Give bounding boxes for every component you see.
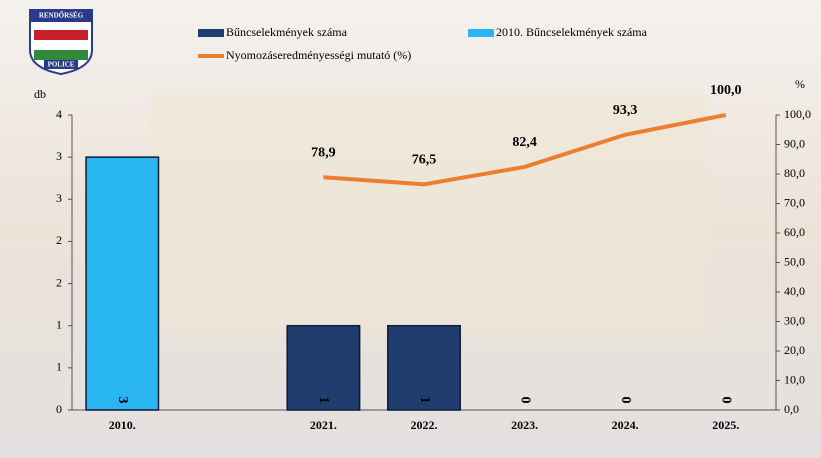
data-label: 1 bbox=[417, 397, 432, 404]
y2-tick-label: 10,0 bbox=[784, 372, 805, 386]
data-label: 76,5 bbox=[412, 153, 437, 168]
logo-text: RENDŐRSÉG bbox=[39, 12, 84, 20]
x-tick-label: 2024. bbox=[612, 418, 639, 432]
data-label: 3 bbox=[115, 397, 130, 404]
x-tick-label: 2021. bbox=[310, 418, 337, 432]
y-tick-label: 0 bbox=[56, 402, 62, 416]
bar bbox=[86, 157, 158, 410]
logo: RENDŐRSÉG POLICE bbox=[30, 10, 92, 74]
y-tick-label: 2 bbox=[56, 275, 62, 289]
x-tick-label: 2022. bbox=[411, 418, 438, 432]
y2-tick-label: 30,0 bbox=[784, 313, 805, 327]
x-tick-label: 2010. bbox=[109, 418, 136, 432]
y2-tick-label: 50,0 bbox=[784, 254, 805, 268]
y-tick-label: 3 bbox=[56, 191, 62, 205]
data-label: 0 bbox=[718, 397, 733, 404]
y-tick-label: 2 bbox=[56, 233, 62, 247]
data-label: 93,3 bbox=[613, 103, 638, 118]
data-label: 1 bbox=[316, 397, 331, 404]
y-tick-label: 3 bbox=[56, 149, 62, 163]
y2-tick-label: 60,0 bbox=[784, 225, 805, 239]
y2-tick-label: 80,0 bbox=[784, 166, 805, 180]
x-tick-label: 2025. bbox=[712, 418, 739, 432]
y2-tick-label: 90,0 bbox=[784, 136, 805, 150]
y2-axis-title: % bbox=[795, 77, 805, 91]
legend-label: Nyomozáseredményességi mutató (%) bbox=[226, 48, 411, 62]
y-tick-label: 1 bbox=[56, 317, 62, 331]
y-axis-title: db bbox=[34, 87, 46, 101]
data-label: 100,0 bbox=[710, 83, 742, 98]
y2-tick-label: 20,0 bbox=[784, 343, 805, 357]
x-tick-label: 2023. bbox=[511, 418, 538, 432]
legend-swatch bbox=[468, 29, 494, 37]
y2-tick-label: 40,0 bbox=[784, 284, 805, 298]
building bbox=[150, 95, 710, 335]
legend-label: Bűncselekmények száma bbox=[226, 25, 348, 39]
data-label: 78,9 bbox=[311, 145, 336, 160]
y-tick-label: 4 bbox=[56, 107, 62, 121]
logo-text: POLICE bbox=[48, 61, 75, 69]
chart: RENDŐRSÉG POLICE db % 011223340,010,020,… bbox=[0, 0, 821, 458]
data-label: 0 bbox=[618, 397, 633, 404]
data-label: 0 bbox=[517, 397, 532, 404]
y-tick-label: 1 bbox=[56, 360, 62, 374]
y2-tick-label: 0,0 bbox=[784, 402, 799, 416]
y2-tick-label: 100,0 bbox=[784, 107, 811, 121]
legend-label: 2010. Bűncselekmények száma bbox=[496, 25, 648, 39]
legend-swatch bbox=[198, 29, 224, 37]
data-label: 82,4 bbox=[512, 135, 537, 150]
y2-tick-label: 70,0 bbox=[784, 195, 805, 209]
